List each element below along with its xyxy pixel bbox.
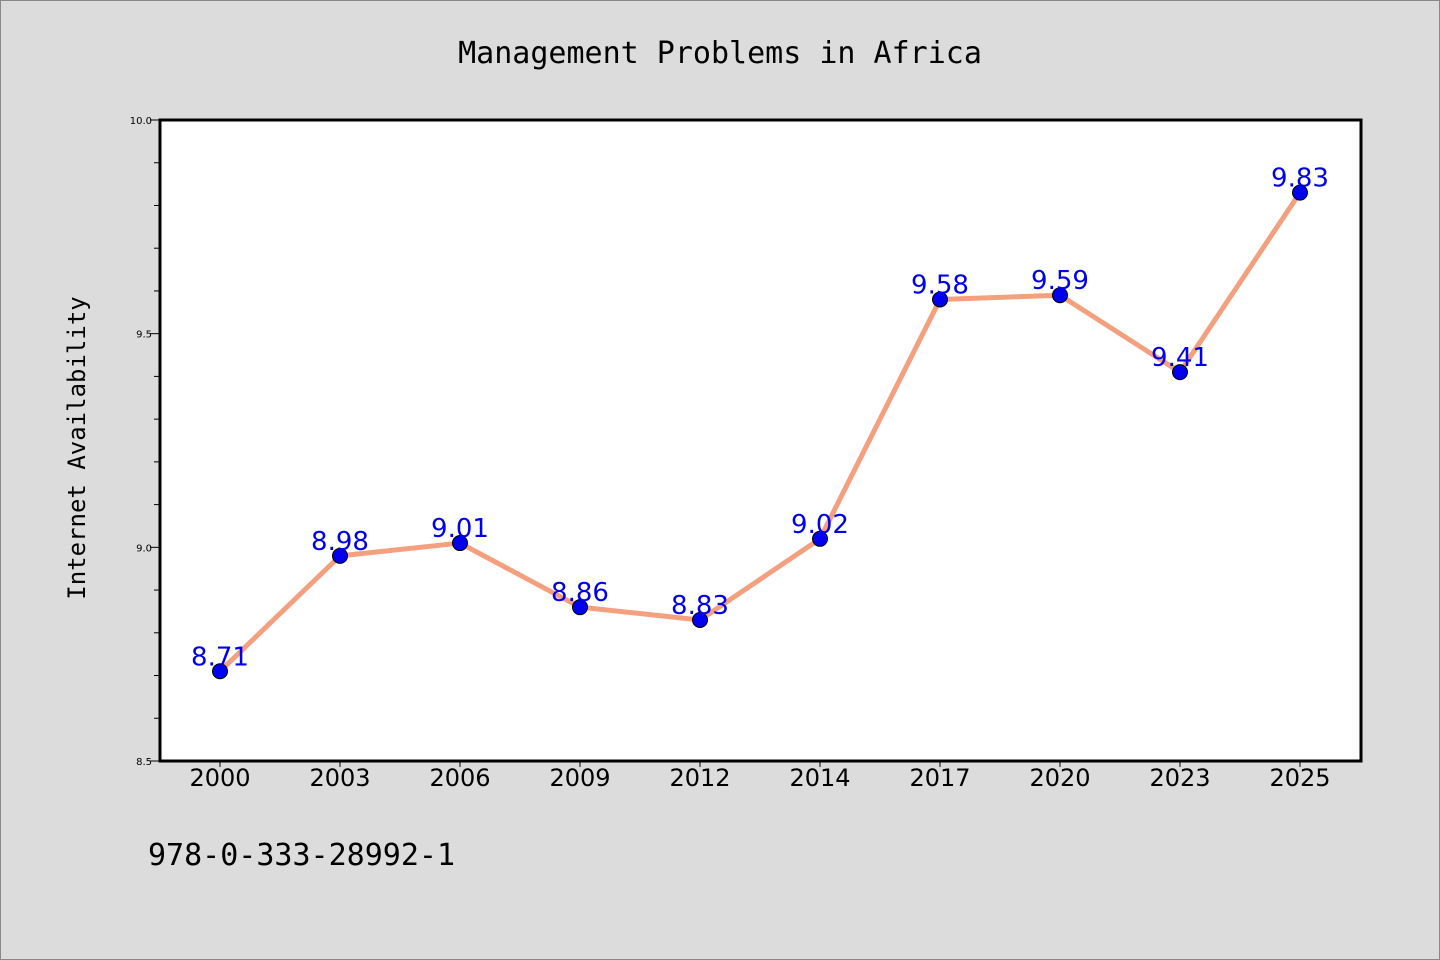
x-tick-label: 2014 (789, 764, 850, 792)
data-point (932, 291, 948, 308)
plot-area (158, 118, 1363, 763)
y-tick-label: 10.0 (130, 116, 152, 127)
x-tick-label: 2006 (429, 764, 490, 792)
data-label: 9.59 (1031, 266, 1089, 296)
x-tick-label: 2012 (669, 764, 730, 792)
data-point (1292, 184, 1308, 201)
series-polyline (217, 190, 1303, 674)
chart-title: Management Problems in Africa (458, 36, 982, 71)
x-axis-ticks: 2000 2003 2006 2009 2012 2014 2017 2020 2023 2025 (189, 761, 1331, 792)
data-label: 9.58 (911, 270, 969, 300)
data-point (812, 530, 828, 547)
data-label: 9.02 (791, 510, 849, 540)
data-label: 8.71 (191, 642, 249, 672)
data-markers (212, 184, 1308, 680)
x-tick-label: 2020 (1029, 764, 1090, 792)
data-labels: 8.71 8.98 9.01 8.86 8.83 9.02 9.58 9.59 9.41 9.83 (191, 164, 1329, 673)
x-tick-label: 2000 (189, 764, 250, 792)
data-point (1052, 287, 1068, 304)
data-point (452, 535, 468, 552)
x-tick-label: 2003 (309, 764, 370, 792)
y-tick-label: 9.0 (136, 543, 152, 554)
data-label: 8.98 (311, 527, 369, 557)
data-label: 8.86 (551, 578, 609, 608)
series-line (217, 190, 1303, 674)
isbn-footer: 978-0-333-28992-1 (148, 838, 455, 873)
y-axis-label: Internet Availability (63, 296, 91, 599)
data-label: 8.83 (671, 591, 729, 621)
data-point (1172, 364, 1188, 381)
y-tick-label: 9.5 (136, 330, 152, 341)
y-tick-label: 8.5 (136, 757, 152, 768)
x-tick-label: 2009 (549, 764, 610, 792)
y-axis-ticks: 8.5 9.0 9.5 10.0 (130, 116, 160, 768)
data-label: 9.41 (1151, 343, 1209, 373)
data-label: 9.83 (1271, 164, 1329, 194)
x-tick-label: 2025 (1269, 764, 1330, 792)
x-tick-label: 2017 (909, 764, 970, 792)
x-tick-label: 2023 (1149, 764, 1210, 792)
data-label: 9.01 (431, 514, 489, 544)
data-point (692, 611, 708, 628)
data-point (212, 663, 228, 680)
data-point (572, 599, 588, 616)
data-point (332, 547, 348, 564)
